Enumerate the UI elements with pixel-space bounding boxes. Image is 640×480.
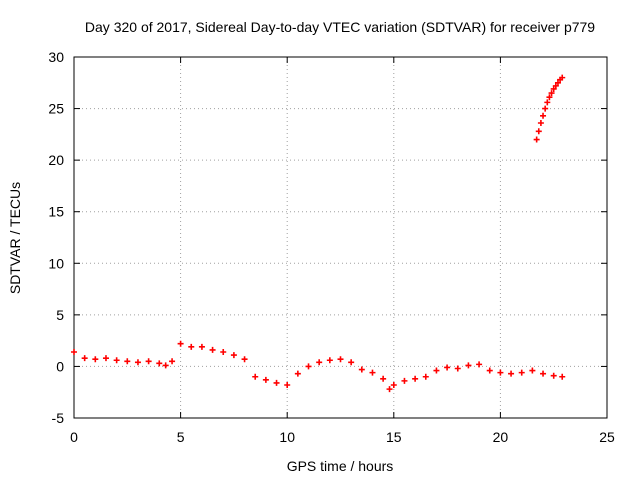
data-point [548, 90, 555, 97]
data-point [316, 359, 323, 366]
data-point [169, 358, 176, 365]
data-point [262, 376, 269, 383]
data-point [552, 82, 559, 89]
y-tick-label: 20 [48, 152, 64, 168]
x-tick-label: 5 [177, 429, 185, 445]
data-point [486, 367, 493, 374]
y-tick-label: 30 [48, 49, 64, 65]
data-point [529, 367, 536, 374]
data-point [177, 340, 184, 347]
data-point [92, 356, 99, 363]
data-point [102, 355, 109, 362]
data-point [305, 363, 312, 370]
data-point [542, 105, 549, 112]
data-point [533, 136, 540, 143]
data-point [134, 359, 141, 366]
grid-lines [74, 57, 607, 418]
data-point [554, 79, 561, 86]
data-series [533, 74, 566, 143]
data-point [550, 85, 557, 92]
data-point [433, 367, 440, 374]
axis-ticks: 0 5 10 15 20 25 -5 0 5 10 15 20 25 30 [48, 49, 615, 445]
data-point [559, 373, 566, 380]
data-point [284, 381, 291, 388]
data-point [230, 352, 237, 359]
data-point [454, 365, 461, 372]
data-point [209, 346, 216, 353]
chart-title: Day 320 of 2017, Sidereal Day-to-day VTE… [85, 19, 595, 35]
data-point [444, 364, 451, 371]
data-point [294, 370, 301, 377]
data-point [241, 356, 248, 363]
data-point [422, 373, 429, 380]
data-point [412, 375, 419, 382]
data-point [540, 112, 547, 119]
y-tick-label: -5 [52, 410, 65, 426]
x-tick-label: 25 [599, 429, 615, 445]
plot-frame [73, 56, 608, 419]
x-tick-label: 15 [386, 429, 402, 445]
data-point [386, 386, 393, 393]
data-point [156, 360, 163, 367]
data-point [476, 361, 483, 368]
y-tick-label: 10 [48, 255, 64, 271]
data-series [71, 340, 566, 393]
data-point [380, 375, 387, 382]
data-point [113, 357, 120, 364]
data-point [537, 120, 544, 127]
data-point [348, 359, 355, 366]
data-point [550, 372, 557, 379]
x-axis-label: GPS time / hours [287, 458, 394, 474]
data-point [124, 358, 131, 365]
x-tick-label: 20 [493, 429, 509, 445]
x-tick-label: 0 [70, 429, 78, 445]
data-point [145, 358, 152, 365]
data-point [220, 348, 227, 355]
y-tick-label: 25 [48, 101, 64, 117]
data-point [544, 99, 551, 106]
y-tick-label: 15 [48, 204, 64, 220]
data-point [540, 370, 547, 377]
data-point [559, 74, 566, 81]
data-point [465, 362, 472, 369]
data-point [337, 356, 344, 363]
y-axis-label: SDTVAR / TECUs [7, 182, 23, 294]
data-point [252, 373, 259, 380]
data-point [273, 379, 280, 386]
data-point [71, 348, 77, 355]
data-point [81, 355, 88, 362]
y-tick-label: 0 [56, 358, 64, 374]
data-point [390, 381, 397, 388]
data-point [497, 369, 504, 376]
data-point [518, 369, 525, 376]
data-point [188, 343, 195, 350]
data-point [401, 377, 408, 384]
data-point [508, 370, 515, 377]
data-point [326, 357, 333, 364]
x-tick-label: 10 [279, 429, 295, 445]
data-point [162, 362, 169, 369]
data-point [369, 369, 376, 376]
data-points [71, 74, 566, 393]
y-tick-label: 5 [56, 307, 64, 323]
data-point [358, 366, 365, 373]
data-point [546, 94, 553, 101]
data-point [535, 128, 542, 135]
data-point [198, 343, 205, 350]
